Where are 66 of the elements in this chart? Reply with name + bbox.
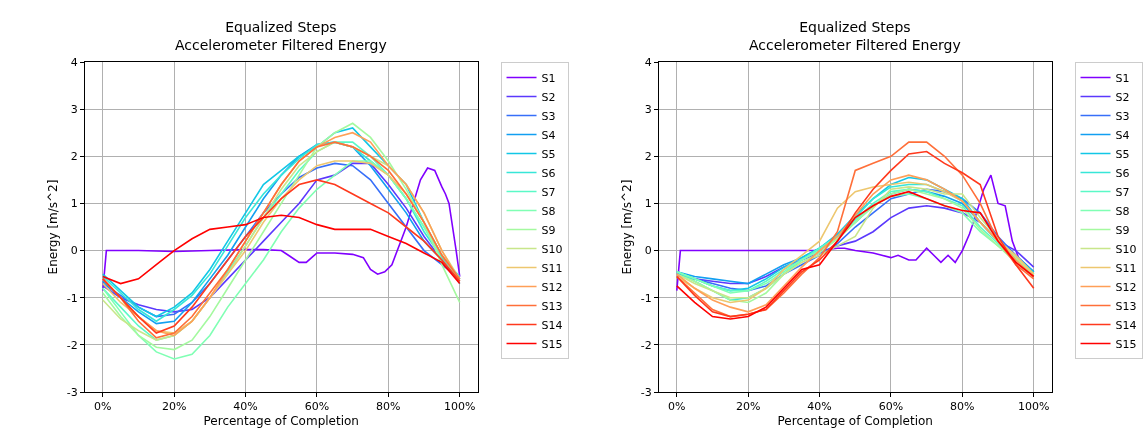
y-tick-label: -2 xyxy=(640,338,652,352)
legend-label: S5 xyxy=(1115,147,1130,161)
x-tick-label: 100% xyxy=(444,400,476,414)
x-tick-label: 80% xyxy=(376,400,401,414)
x-tick-label: 0% xyxy=(94,400,112,414)
y-axis-title: Energy [m/s^2] xyxy=(46,179,61,275)
y-tick-label: -3 xyxy=(66,385,78,399)
y-axis-title: Energy [m/s^2] xyxy=(620,179,635,275)
legend-label: S12 xyxy=(541,280,563,294)
legend-label: S8 xyxy=(1115,204,1130,218)
x-axis-title: Percentage of Completion xyxy=(777,414,933,429)
y-tick-label: 3 xyxy=(644,102,652,116)
x-tick-label: 60% xyxy=(878,400,904,414)
legend-label: S14 xyxy=(1115,318,1137,332)
legend-label: S4 xyxy=(1115,128,1130,142)
legend-label: S8 xyxy=(541,204,556,218)
y-tick-label: 2 xyxy=(70,150,78,164)
y-tick-label: 0 xyxy=(644,244,652,258)
legend-label: S13 xyxy=(1115,299,1137,313)
y-tick-label: -1 xyxy=(66,291,78,305)
legend-label: S11 xyxy=(541,261,563,275)
y-tick-label: 3 xyxy=(70,102,78,116)
x-tick-label: 0% xyxy=(668,400,686,414)
legend-label: S2 xyxy=(541,90,556,104)
legend-label: S2 xyxy=(1115,90,1130,104)
legend-label: S10 xyxy=(541,242,563,256)
legend-label: S1 xyxy=(1115,71,1130,85)
legend-label: S15 xyxy=(1115,337,1137,351)
legend-label: S7 xyxy=(1115,185,1130,199)
x-tick-label: 20% xyxy=(161,400,187,414)
x-tick-label: 40% xyxy=(233,400,258,414)
legend-label: S11 xyxy=(1115,261,1137,275)
legend-label: S7 xyxy=(541,185,556,199)
legend-label: S10 xyxy=(1115,242,1137,256)
y-tick-label: 1 xyxy=(70,197,78,211)
y-tick-label: 4 xyxy=(644,55,652,69)
x-axis-title: Percentage of Completion xyxy=(203,414,359,429)
legend-label: S6 xyxy=(1115,166,1130,180)
legend-label: S3 xyxy=(1115,109,1130,123)
x-tick-label: 20% xyxy=(735,400,761,414)
legend-label: S14 xyxy=(541,318,563,332)
line-series xyxy=(102,167,461,292)
y-tick-label: 1 xyxy=(644,197,652,211)
legend-label: S12 xyxy=(1115,280,1137,294)
legend-label: S15 xyxy=(541,337,563,351)
line-series xyxy=(102,214,461,285)
y-tick-label: -1 xyxy=(640,291,652,305)
y-tick-label: -2 xyxy=(66,338,78,352)
y-tick-label: 0 xyxy=(70,244,78,258)
x-tick-label: 60% xyxy=(304,400,330,414)
chart-title: Equalized Steps Accelerometer Filtered Energy xyxy=(749,19,961,54)
legend-label: S5 xyxy=(541,147,556,161)
legend-label: S6 xyxy=(541,166,556,180)
legend-label: S4 xyxy=(541,128,556,142)
legend-label: S13 xyxy=(541,299,563,313)
legend-label: S3 xyxy=(541,109,556,123)
chart-title: Equalized Steps Accelerometer Filtered Energy xyxy=(175,19,387,54)
x-tick-label: 40% xyxy=(807,400,832,414)
x-tick-label: 100% xyxy=(1018,400,1050,414)
y-tick-label: -3 xyxy=(640,385,652,399)
legend-label: S9 xyxy=(1115,223,1130,237)
legend-label: S9 xyxy=(541,223,556,237)
legend-label: S1 xyxy=(541,71,556,85)
y-tick-label: 4 xyxy=(70,55,78,69)
y-tick-label: 2 xyxy=(644,150,652,164)
x-tick-label: 80% xyxy=(950,400,975,414)
